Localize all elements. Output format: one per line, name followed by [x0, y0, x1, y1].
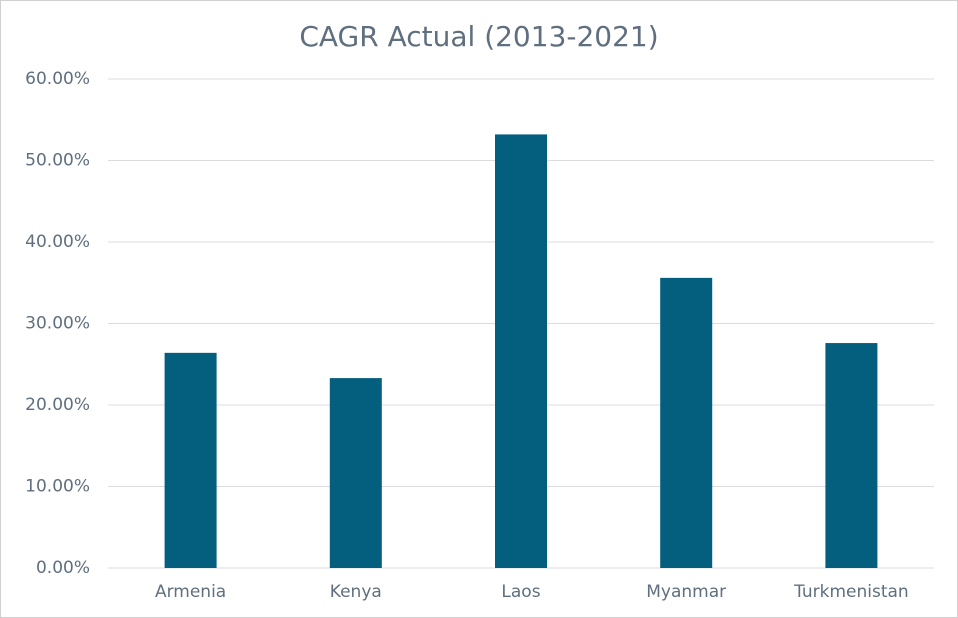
y-tick-label: 20.00%	[25, 395, 90, 415]
y-tick-label: 60.00%	[25, 69, 90, 89]
x-tick-label: Myanmar	[646, 582, 726, 602]
y-tick-label: 50.00%	[25, 151, 90, 171]
x-tick-label: Armenia	[155, 582, 226, 602]
x-tick-label: Laos	[501, 582, 540, 602]
chart-title: CAGR Actual (2013-2021)	[299, 20, 658, 53]
x-tick-label: Kenya	[330, 582, 382, 602]
bar	[825, 343, 878, 568]
bar	[329, 378, 382, 568]
y-tick-label: 10.00%	[25, 477, 90, 497]
y-tick-label: 0.00%	[36, 558, 90, 578]
bar	[660, 277, 713, 568]
bar	[164, 352, 217, 568]
x-tick-label: Turkmenistan	[793, 582, 909, 602]
y-tick-label: 40.00%	[25, 232, 90, 252]
y-tick-label: 30.00%	[25, 314, 90, 334]
bar	[495, 134, 547, 569]
